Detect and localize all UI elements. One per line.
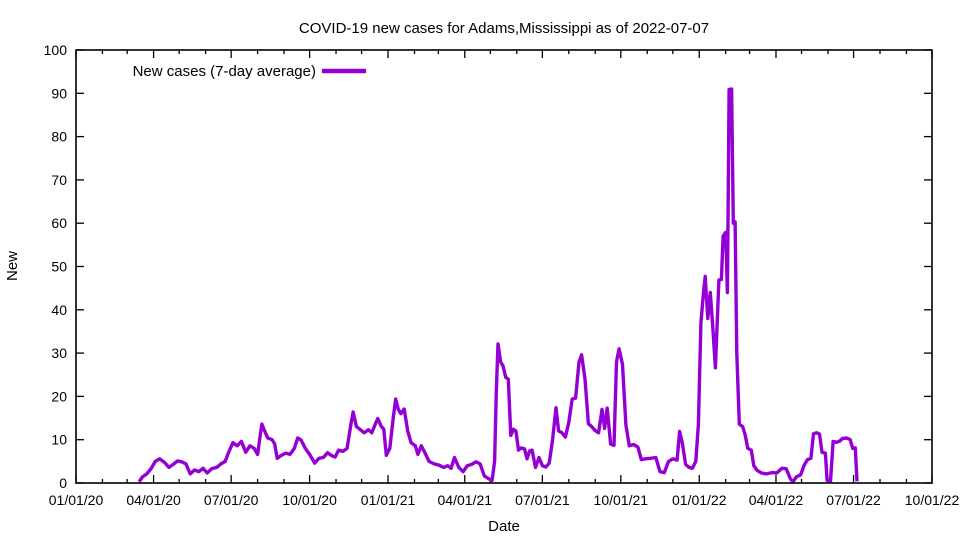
y-axis-label: New xyxy=(4,251,21,281)
tick-label: 50 xyxy=(51,259,67,275)
chart-title: COVID-19 new cases for Adams,Mississippi… xyxy=(299,20,709,37)
tick-label: 04/01/22 xyxy=(749,492,804,508)
tick-label: 20 xyxy=(51,388,67,404)
tick-label: 90 xyxy=(51,85,67,101)
tick-label: 10/01/22 xyxy=(905,492,960,508)
tick-label: 0 xyxy=(59,475,67,491)
tick-label: 01/01/21 xyxy=(361,492,416,508)
tick-label: 80 xyxy=(51,129,67,145)
tick-label: 70 xyxy=(51,172,67,188)
legend-label: New cases (7-day average) xyxy=(133,63,316,80)
tick-label: 60 xyxy=(51,215,67,231)
tick-label: 40 xyxy=(51,302,67,318)
tick-label: 10/01/21 xyxy=(594,492,649,508)
plot-border xyxy=(75,49,933,484)
tick-label: 10/01/20 xyxy=(282,492,337,508)
tick-label: 01/01/22 xyxy=(672,492,727,508)
tick-label: 10 xyxy=(51,432,67,448)
tick-label: 07/01/22 xyxy=(826,492,881,508)
tick-label: 07/01/21 xyxy=(515,492,570,508)
tick-label: 01/01/20 xyxy=(49,492,104,508)
x-axis-label: Date xyxy=(488,518,520,535)
new-cases-series-line xyxy=(137,87,859,484)
tick-label: 30 xyxy=(51,345,67,361)
x-axis-ticks xyxy=(75,50,933,483)
tick-label: 07/01/20 xyxy=(204,492,259,508)
y-axis-ticks xyxy=(76,49,932,484)
tick-label: 04/01/20 xyxy=(126,492,181,508)
tick-label: 04/01/21 xyxy=(438,492,493,508)
y-axis-tick-labels: 0 10 20 30 40 50 60 70 80 90 100 xyxy=(44,42,68,491)
tick-label: 100 xyxy=(44,42,68,58)
x-axis-tick-labels: 01/01/20 04/01/20 07/01/20 10/01/20 01/01/21… xyxy=(49,492,960,508)
